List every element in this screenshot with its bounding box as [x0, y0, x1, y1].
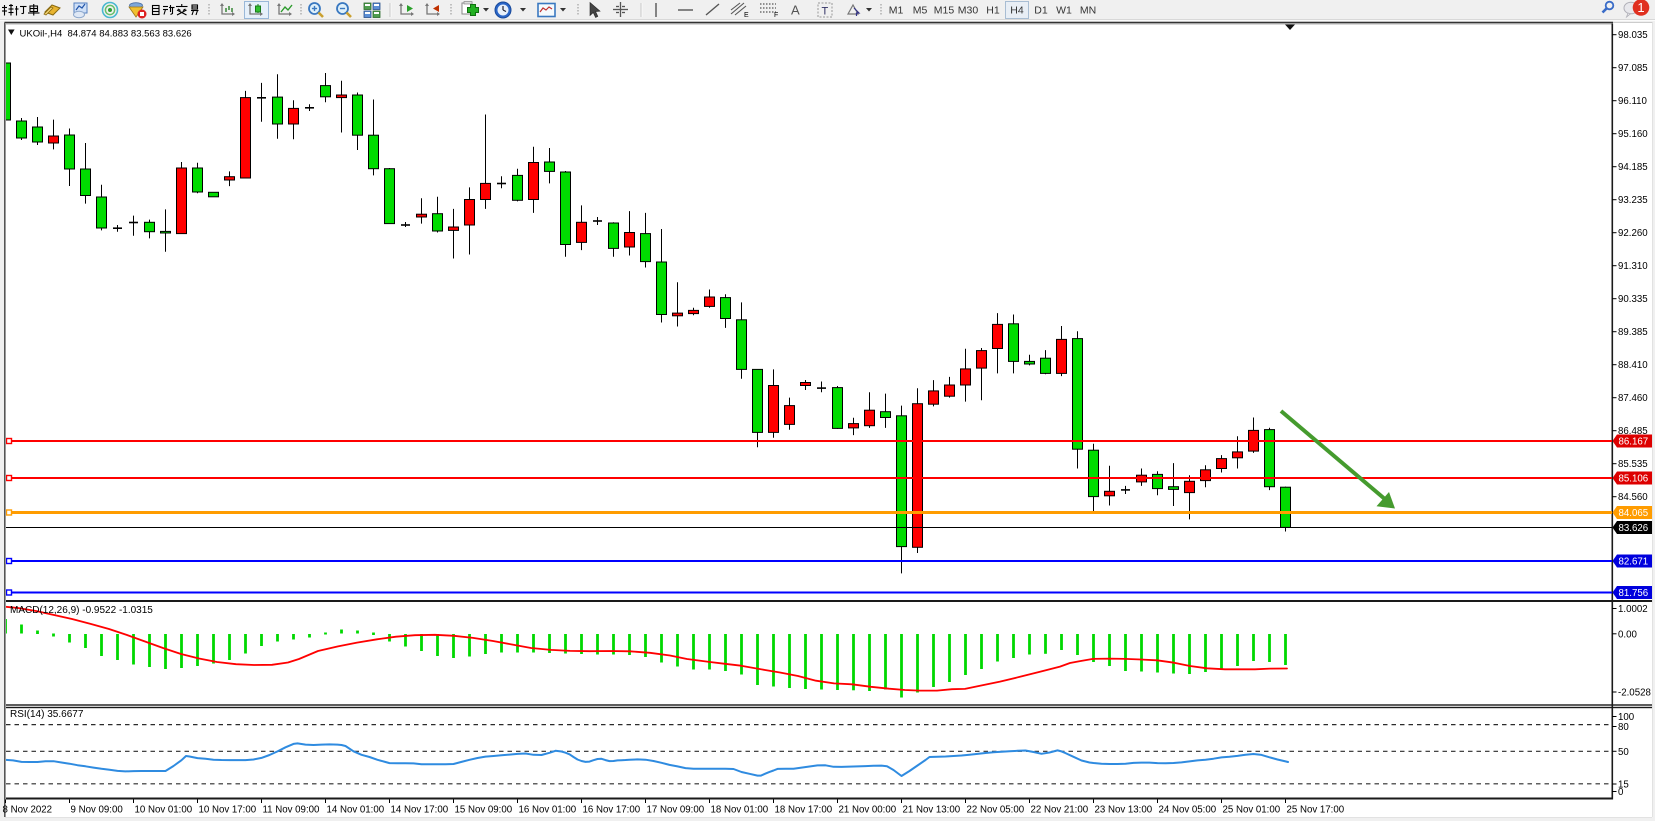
svg-text:W1: W1	[1056, 5, 1072, 17]
svg-text:18 Nov 17:00: 18 Nov 17:00	[775, 805, 833, 816]
svg-text:25 Nov 01:00: 25 Nov 01:00	[1223, 805, 1281, 816]
svg-text:82.671: 82.671	[1619, 557, 1649, 568]
svg-text:22 Nov 21:00: 22 Nov 21:00	[1031, 805, 1089, 816]
svg-text:24 Nov 05:00: 24 Nov 05:00	[1159, 805, 1217, 816]
svg-text:94.185: 94.185	[1618, 162, 1648, 173]
svg-text:93.235: 93.235	[1618, 195, 1648, 206]
svg-text:-2.0528: -2.0528	[1618, 688, 1651, 699]
svg-text:1: 1	[1637, 0, 1644, 15]
svg-text:1.0002: 1.0002	[1618, 604, 1648, 615]
svg-text:D1: D1	[1034, 5, 1048, 17]
svg-text:16 Nov 01:00: 16 Nov 01:00	[519, 805, 577, 816]
svg-text:87.460: 87.460	[1618, 393, 1648, 404]
svg-text:86.485: 86.485	[1618, 426, 1648, 437]
svg-text:96.110: 96.110	[1618, 96, 1648, 107]
svg-text:15 Nov 09:00: 15 Nov 09:00	[455, 805, 513, 816]
svg-text:95.160: 95.160	[1618, 129, 1648, 140]
svg-text:88.410: 88.410	[1618, 360, 1648, 371]
svg-text:11 Nov 09:00: 11 Nov 09:00	[263, 805, 321, 816]
svg-text:85.535: 85.535	[1618, 459, 1648, 470]
svg-text:81.756: 81.756	[1619, 588, 1649, 599]
svg-text:50: 50	[1618, 747, 1629, 758]
svg-text:9 Nov 09:00: 9 Nov 09:00	[71, 805, 124, 816]
svg-text:14 Nov 17:00: 14 Nov 17:00	[391, 805, 449, 816]
svg-text:15: 15	[1618, 780, 1629, 791]
svg-text:M5: M5	[913, 5, 928, 17]
svg-text:MACD(12,26,9) -0.9522 -1.0315: MACD(12,26,9) -0.9522 -1.0315	[10, 605, 153, 616]
svg-text:10 Nov 01:00: 10 Nov 01:00	[135, 805, 193, 816]
svg-text:21 Nov 00:00: 21 Nov 00:00	[839, 805, 897, 816]
svg-text:UKOil-,H4 84.874 84.883 83.56: UKOil-,H4 84.874 84.883 83.563 83.626	[20, 29, 192, 40]
svg-text:83.626: 83.626	[1619, 523, 1649, 534]
svg-text:M15: M15	[934, 5, 955, 17]
svg-text:0.00: 0.00	[1618, 629, 1637, 640]
svg-text:23 Nov 13:00: 23 Nov 13:00	[1095, 805, 1153, 816]
svg-text:H4: H4	[1010, 5, 1024, 17]
svg-text:10 Nov 17:00: 10 Nov 17:00	[199, 805, 257, 816]
svg-text:21 Nov 13:00: 21 Nov 13:00	[903, 805, 961, 816]
svg-text:H1: H1	[986, 5, 1000, 17]
svg-text:91.310: 91.310	[1618, 261, 1648, 272]
svg-text:25 Nov 17:00: 25 Nov 17:00	[1287, 805, 1345, 816]
svg-text:97.085: 97.085	[1618, 63, 1648, 74]
svg-text:8 Nov 2022: 8 Nov 2022	[3, 805, 53, 816]
svg-text:100: 100	[1618, 712, 1635, 723]
svg-text:MN: MN	[1080, 5, 1096, 17]
svg-text:16 Nov 17:00: 16 Nov 17:00	[583, 805, 641, 816]
svg-text:RSI(14) 35.6677: RSI(14) 35.6677	[10, 709, 84, 720]
svg-text:M1: M1	[889, 5, 904, 17]
svg-text:98.035: 98.035	[1618, 30, 1648, 41]
svg-text:86.167: 86.167	[1619, 437, 1649, 448]
svg-text:E: E	[744, 12, 749, 19]
svg-text:14 Nov 01:00: 14 Nov 01:00	[327, 805, 385, 816]
svg-text:0: 0	[1618, 787, 1624, 798]
svg-text:T: T	[822, 6, 829, 18]
svg-text:84.065: 84.065	[1619, 508, 1649, 519]
svg-text:80: 80	[1618, 722, 1629, 733]
svg-text:84.560: 84.560	[1618, 492, 1648, 503]
svg-text:F: F	[774, 12, 778, 19]
svg-text:A: A	[791, 3, 800, 18]
svg-text:17 Nov 09:00: 17 Nov 09:00	[647, 805, 705, 816]
svg-text:92.260: 92.260	[1618, 228, 1648, 239]
svg-text:22 Nov 05:00: 22 Nov 05:00	[967, 805, 1025, 816]
svg-text:18 Nov 01:00: 18 Nov 01:00	[711, 805, 769, 816]
svg-text:90.335: 90.335	[1618, 294, 1648, 305]
svg-text:85.106: 85.106	[1619, 474, 1649, 485]
svg-text:89.385: 89.385	[1618, 327, 1648, 338]
svg-text:M30: M30	[958, 5, 979, 17]
